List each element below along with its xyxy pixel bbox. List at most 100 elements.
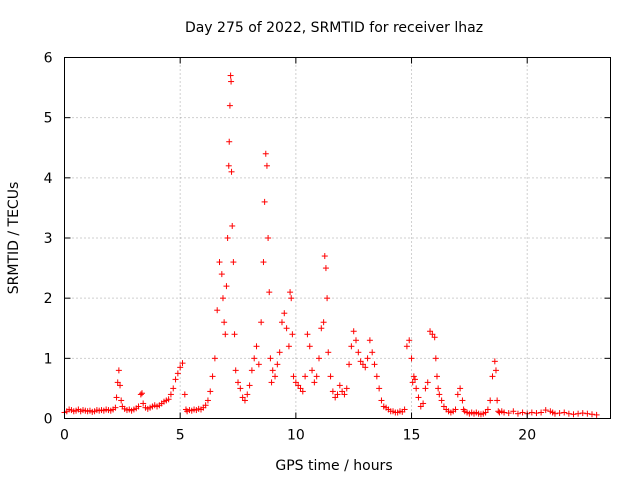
data-point — [237, 385, 244, 392]
data-point — [272, 373, 279, 380]
data-point — [432, 355, 439, 362]
data-point — [332, 394, 339, 401]
x-tick-label: 15 — [403, 428, 421, 444]
data-point — [260, 259, 267, 266]
data-point — [409, 379, 416, 386]
data-point — [276, 349, 283, 356]
data-point — [170, 385, 177, 392]
data-point — [401, 406, 408, 413]
data-point — [228, 168, 235, 175]
data-point — [219, 295, 226, 302]
tick-marks — [64, 57, 611, 419]
data-point — [371, 361, 378, 368]
data-point — [593, 411, 600, 418]
data-point — [427, 328, 434, 335]
data-point — [492, 367, 499, 374]
data-point — [221, 319, 228, 326]
data-point — [355, 349, 362, 356]
data-point — [348, 343, 355, 350]
data-point — [415, 394, 422, 401]
data-point — [304, 331, 311, 338]
data-point — [501, 409, 508, 416]
data-point — [422, 385, 429, 392]
data-point — [325, 349, 332, 356]
data-point — [320, 319, 327, 326]
data-point — [533, 410, 540, 417]
data-point — [487, 397, 494, 404]
data-point — [336, 382, 343, 389]
x-tick-label: 10 — [287, 428, 305, 444]
data-point — [378, 397, 385, 404]
data-point — [494, 397, 501, 404]
data-point — [410, 373, 417, 380]
data-point — [115, 367, 122, 374]
data-point — [431, 334, 438, 341]
data-point — [239, 394, 246, 401]
data-point — [452, 406, 459, 413]
data-point — [491, 358, 498, 365]
data-point — [232, 367, 239, 374]
data-point — [285, 343, 292, 350]
data-point — [139, 390, 146, 397]
tick-labels: 0 5 10 15 20 0 1 2 3 4 5 6 — [44, 51, 537, 444]
data-point — [334, 391, 341, 398]
y-tick-label: 5 — [44, 111, 53, 127]
data-point — [267, 355, 274, 362]
data-point — [420, 400, 427, 407]
data-point — [274, 361, 281, 368]
data-point — [327, 373, 334, 380]
data-point — [113, 394, 120, 401]
data-point — [216, 259, 223, 266]
data-point — [292, 379, 299, 386]
data-point — [413, 385, 420, 392]
data-point — [528, 409, 535, 416]
data-point — [258, 319, 265, 326]
data-point — [343, 385, 350, 392]
data-point — [357, 358, 364, 365]
data-point — [329, 388, 336, 395]
data-point — [297, 385, 304, 392]
data-point — [350, 328, 357, 335]
data-point — [177, 364, 184, 371]
data-point — [309, 367, 316, 374]
data-point — [218, 271, 225, 278]
data-point — [403, 343, 410, 350]
data-point — [262, 150, 269, 157]
data-point — [266, 289, 273, 296]
data-point — [406, 337, 413, 344]
data-point — [436, 391, 443, 398]
data-point — [241, 397, 248, 404]
data-point — [551, 410, 558, 417]
data-point — [369, 349, 376, 356]
data-point — [366, 337, 373, 344]
data-point — [204, 397, 211, 404]
data-point — [579, 410, 586, 417]
data-point — [235, 379, 242, 386]
data-point — [251, 355, 258, 362]
data-point — [253, 343, 260, 350]
data-point — [228, 78, 235, 85]
data-point — [281, 310, 288, 317]
data-point — [283, 325, 290, 332]
data-point — [248, 367, 255, 374]
data-point — [561, 409, 568, 416]
data-point — [324, 295, 331, 302]
data-point — [179, 360, 186, 367]
data-point — [364, 355, 371, 362]
data-point — [268, 379, 275, 386]
data-point — [223, 283, 230, 290]
data-point — [290, 373, 297, 380]
data-point — [255, 361, 262, 368]
data-point — [433, 373, 440, 380]
grid-lines — [64, 57, 611, 419]
data-point — [306, 343, 313, 350]
data-point — [373, 373, 380, 380]
data-point — [302, 373, 309, 380]
data-point — [542, 407, 549, 414]
data-point — [417, 403, 424, 410]
y-tick-label: 6 — [44, 51, 53, 67]
data-point — [207, 388, 214, 395]
data-point — [117, 382, 124, 389]
data-point — [229, 222, 236, 229]
data-point — [482, 409, 489, 416]
